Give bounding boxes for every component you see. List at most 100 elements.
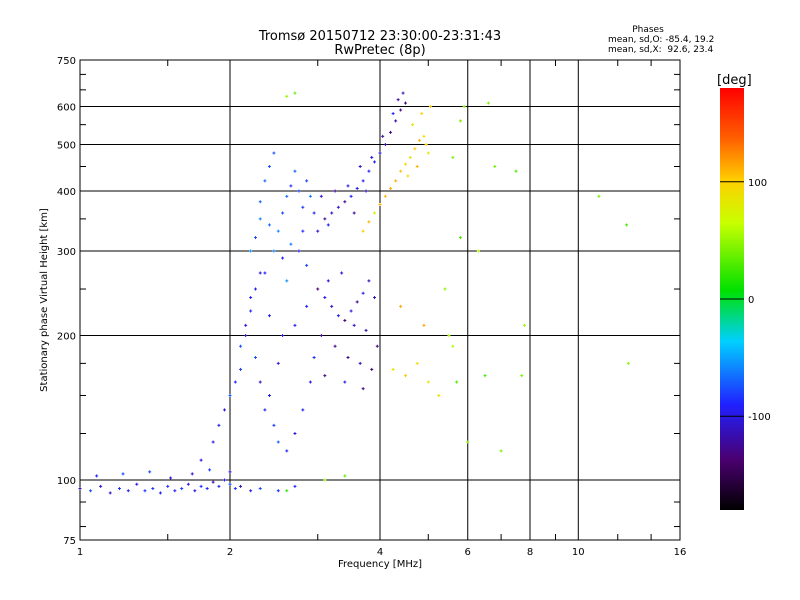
x-tick-label: 6 bbox=[465, 547, 471, 558]
scatter-point bbox=[285, 449, 289, 453]
scatter-point bbox=[267, 394, 271, 398]
scatter-point bbox=[126, 489, 130, 493]
y-tick-label: 200 bbox=[57, 332, 76, 343]
scatter-point bbox=[276, 229, 280, 233]
scatter-point bbox=[426, 380, 430, 384]
scatter-point bbox=[346, 184, 350, 188]
scatter-point bbox=[364, 189, 368, 193]
scatter-point bbox=[169, 476, 173, 480]
scatter-point bbox=[597, 194, 601, 198]
scatter-point bbox=[217, 484, 221, 488]
scatter-point bbox=[349, 309, 353, 313]
scatter-point bbox=[323, 296, 327, 300]
scatter-point bbox=[499, 449, 503, 453]
scatter-point bbox=[626, 361, 630, 365]
scatter-point bbox=[208, 468, 212, 472]
scatter-point bbox=[253, 236, 257, 240]
x-tick-label: 16 bbox=[674, 547, 687, 558]
colorbar-ticks: 100 0 -100 bbox=[720, 178, 771, 423]
chart-title: Tromsø 20150712 23:30:00-23:31:43 bbox=[258, 29, 501, 44]
x-tick-label: 2 bbox=[227, 547, 233, 558]
scatter-point bbox=[267, 314, 271, 318]
scatter-point bbox=[443, 287, 447, 291]
colorbar-label: [deg] bbox=[717, 73, 752, 88]
scatter-point bbox=[326, 223, 330, 227]
scatter-point bbox=[355, 300, 359, 304]
scatter-point bbox=[205, 487, 209, 491]
scatter-point bbox=[211, 440, 215, 444]
scatter-point bbox=[301, 229, 305, 233]
scatter-point bbox=[117, 487, 121, 491]
scatter-point bbox=[455, 380, 459, 384]
scatter-point bbox=[293, 91, 297, 95]
scatter-point bbox=[319, 194, 323, 198]
scatter-point bbox=[263, 271, 267, 275]
scatter-point bbox=[330, 211, 334, 215]
scatter-point bbox=[394, 119, 398, 123]
scatter-point bbox=[422, 134, 426, 138]
scatter-point bbox=[297, 189, 301, 193]
scatter-point bbox=[316, 287, 320, 291]
scatter-point bbox=[422, 323, 426, 327]
y-tick-label: 500 bbox=[57, 141, 76, 152]
scatter-point bbox=[415, 361, 419, 365]
scatter-point bbox=[301, 408, 305, 412]
scatter-point bbox=[358, 164, 362, 168]
x-tick-label: 8 bbox=[527, 547, 533, 558]
scatter-point bbox=[370, 367, 374, 371]
scatter-point bbox=[483, 374, 487, 378]
scatter-point bbox=[399, 169, 403, 173]
scatter-point bbox=[349, 194, 353, 198]
scatter-point bbox=[403, 374, 407, 378]
scatter-point bbox=[486, 101, 490, 105]
scatter-point bbox=[514, 169, 518, 173]
scatter-point bbox=[281, 211, 285, 215]
scatter-point bbox=[305, 179, 309, 183]
scatter-point bbox=[361, 291, 365, 295]
y-tick-label: 400 bbox=[57, 187, 76, 198]
scatter-point bbox=[285, 279, 289, 283]
scatter-point bbox=[346, 355, 350, 359]
scatter-point bbox=[135, 482, 139, 486]
scatter-point bbox=[244, 334, 248, 338]
scatter-point bbox=[447, 334, 451, 338]
x-axis-ticks: 1 2 4 6 8 10 16 bbox=[77, 60, 687, 558]
scatter-point bbox=[258, 271, 262, 275]
plot-area: 1 2 4 6 8 10 16 75 100 200 300 400 500 600 750 bbox=[57, 56, 686, 558]
scatter-point bbox=[223, 408, 227, 412]
scatter-point bbox=[383, 143, 387, 147]
y-tick-label: 75 bbox=[63, 536, 76, 547]
scatter-point bbox=[420, 112, 424, 116]
scatter-point bbox=[367, 220, 371, 224]
scatter-point bbox=[476, 249, 480, 253]
scatter-point bbox=[375, 344, 379, 348]
colorbar: [deg] 100 0 -100 bbox=[717, 73, 771, 510]
scatter-point bbox=[391, 112, 395, 116]
scatter-point bbox=[466, 440, 470, 444]
scatter-point bbox=[367, 169, 371, 173]
scatter-point bbox=[239, 367, 243, 371]
scatter-point bbox=[193, 489, 197, 493]
scatter-point bbox=[293, 323, 297, 327]
scatter-point bbox=[403, 162, 407, 166]
x-tick-label: 1 bbox=[77, 547, 83, 558]
scatter-point bbox=[276, 361, 280, 365]
y-axis-label: Stationary phase Virtual Height [km] bbox=[39, 208, 50, 392]
scatter-point bbox=[378, 151, 382, 155]
scatter-point bbox=[383, 194, 387, 198]
scatter-point bbox=[399, 108, 403, 112]
scatter-point bbox=[297, 249, 301, 253]
scatter-point bbox=[381, 134, 385, 138]
scatter-point bbox=[458, 236, 462, 240]
scatter-point bbox=[158, 491, 162, 495]
scatter-point bbox=[625, 223, 629, 227]
scatter-point bbox=[413, 147, 417, 151]
scatter-point bbox=[343, 380, 347, 384]
scatter-point bbox=[333, 189, 337, 193]
scatter-point bbox=[190, 472, 194, 476]
scatter-point bbox=[458, 119, 462, 123]
y-tick-label: 750 bbox=[57, 56, 76, 67]
scatter-point bbox=[285, 194, 289, 198]
scatter-point bbox=[217, 423, 221, 427]
